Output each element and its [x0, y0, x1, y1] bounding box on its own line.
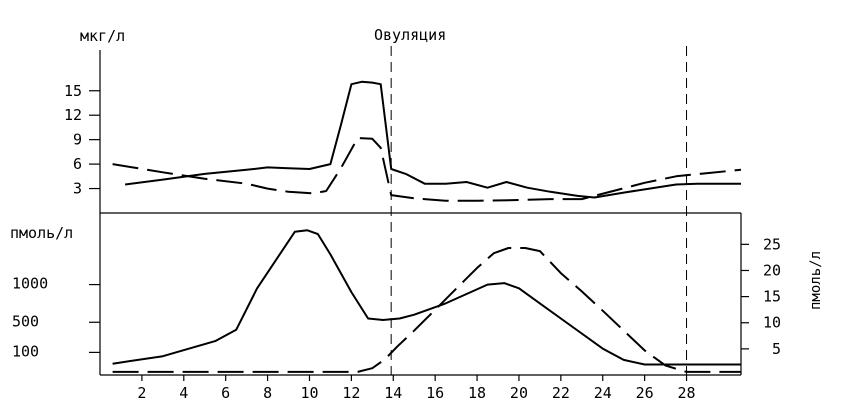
- bottom-left-y-tick-label: 500: [12, 312, 39, 330]
- vertical-markers: [390, 46, 688, 375]
- x-tick-label: 22: [552, 384, 570, 402]
- x-tick-label: 18: [468, 384, 486, 402]
- chart-axes: [99, 50, 742, 376]
- x-tick-label: 10: [300, 384, 318, 402]
- top-y-tick-label: 9: [73, 131, 82, 149]
- bottom-right-y-tick-label: 25: [763, 235, 781, 253]
- x-ticks: 2 4 6 8 10 12 14 16 18 20 22 24 26 28: [137, 375, 696, 402]
- bottom-right-y-tick-label: 10: [763, 314, 781, 332]
- x-tick-label: 4: [179, 384, 188, 402]
- bottom-right-y-tick-label: 5: [772, 340, 781, 358]
- bottom-left-y-tick-label: 100: [12, 342, 39, 360]
- bottom-y-axis-label: пмоль/л: [10, 224, 73, 242]
- bottom-left-y-ticks: 100 500 1000: [12, 275, 100, 360]
- x-tick-label: 24: [594, 384, 612, 402]
- x-tick-label: 16: [426, 384, 444, 402]
- top-y-tick-label: 12: [64, 106, 82, 124]
- x-tick-label: 14: [384, 384, 402, 402]
- bottom-series: [112, 229, 741, 373]
- bottom-right-y-ticks: 5 10 15 20 25: [741, 235, 781, 358]
- x-tick-label: 8: [263, 384, 272, 402]
- top-y-axis-label: мкг/л: [80, 27, 125, 45]
- bottom-series-line-1: [112, 229, 741, 366]
- top-series-line-2: [112, 137, 742, 202]
- top-y-ticks: 3 6 9 12 15: [64, 82, 100, 198]
- top-series: [112, 80, 742, 202]
- top-y-tick-label: 6: [73, 155, 82, 173]
- x-tick-label: 28: [678, 384, 696, 402]
- x-tick-label: 12: [342, 384, 360, 402]
- bottom-right-y-tick-label: 20: [763, 261, 781, 279]
- ovulation-annotation: Овуляция: [374, 26, 446, 44]
- x-tick-label: 6: [221, 384, 230, 402]
- bottom-right-y-axis-label: пмоль/л: [808, 251, 824, 310]
- top-y-tick-label: 15: [64, 82, 82, 100]
- top-y-tick-label: 3: [73, 180, 82, 198]
- bottom-right-y-tick-label: 15: [763, 288, 781, 306]
- top-series-line-1: [124, 80, 741, 199]
- x-tick-label: 20: [510, 384, 528, 402]
- x-tick-label: 26: [636, 384, 654, 402]
- bottom-left-y-tick-label: 1000: [12, 275, 48, 293]
- bottom-series-line-2: [112, 247, 741, 373]
- x-tick-label: 2: [137, 384, 146, 402]
